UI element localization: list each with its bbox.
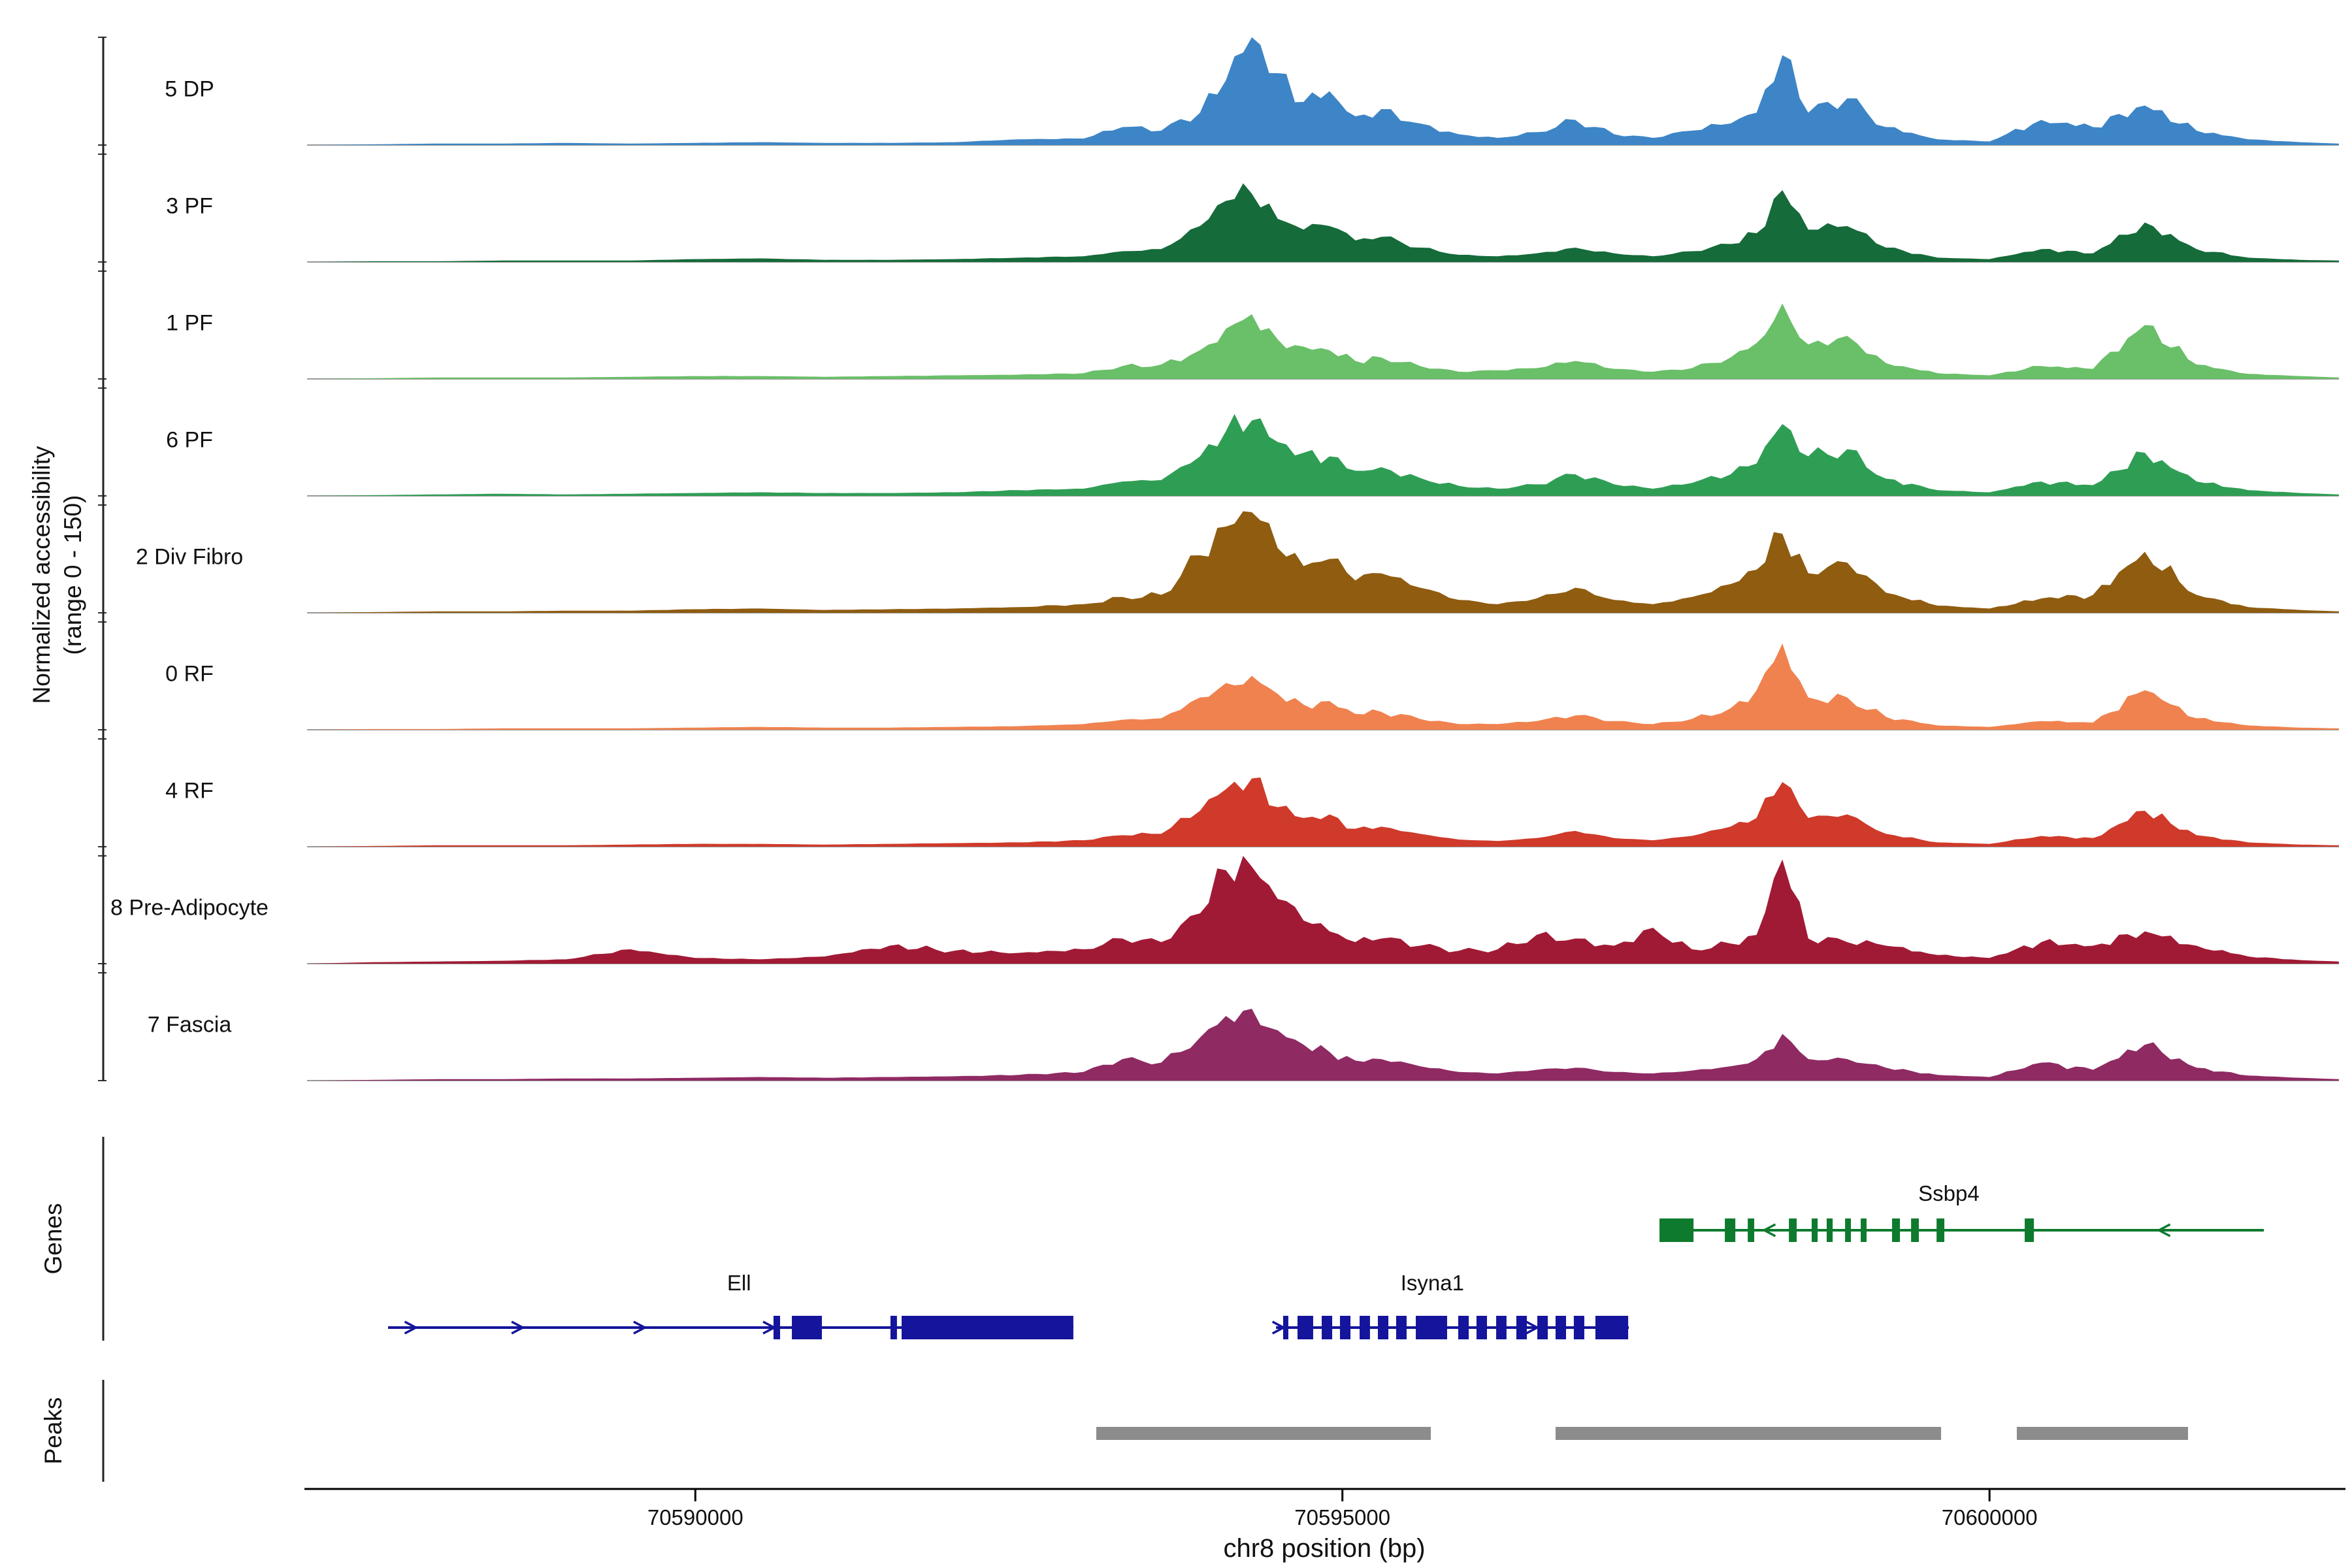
gene-strand-arrow [404, 1320, 419, 1335]
signal-area-5 [307, 644, 2339, 730]
x-tick-label: 70600000 [1941, 1505, 2038, 1529]
gene-exon [1377, 1316, 1389, 1339]
peaks-section-label: Peaks [40, 1397, 67, 1465]
signal-area-0 [307, 37, 2339, 145]
gene-exon [1891, 1218, 1901, 1242]
gene-strand-arrow [511, 1320, 525, 1335]
gene-exon [1595, 1316, 1629, 1339]
gene-exon [1936, 1218, 1945, 1242]
peak-bar [1096, 1427, 1431, 1440]
track-label: 0 RF [165, 661, 214, 687]
gene-exon [1496, 1316, 1507, 1339]
gene-exon [773, 1316, 781, 1339]
track-label: 7 Fascia [147, 1012, 232, 1037]
signal-area-6 [307, 777, 2339, 847]
gene-exon [1360, 1316, 1370, 1339]
y-axis-label-line2: (range 0 - 150) [59, 495, 86, 655]
track-label: 2 Div Fibro [135, 544, 244, 570]
peak-bar [2016, 1427, 2189, 1440]
gene-exon [1458, 1316, 1469, 1339]
gene-exon [1476, 1316, 1487, 1339]
gene-exon [1516, 1316, 1527, 1339]
gene-exon [1339, 1316, 1350, 1339]
gene-exon [1416, 1316, 1447, 1339]
signal-area-1 [307, 183, 2339, 262]
gene-exon [2025, 1218, 2034, 1242]
gene-strand-arrow [762, 1320, 777, 1335]
gene-exon [1861, 1218, 1867, 1242]
gene-exon [1659, 1218, 1694, 1242]
gene-strand-arrow [1761, 1223, 1776, 1237]
gene-exon [1911, 1218, 1919, 1242]
gene-exon [1748, 1218, 1755, 1242]
genes-section-label: Genes [40, 1203, 67, 1275]
x-axis-title: chr8 position (bp) [1223, 1534, 1426, 1563]
gene-label-Isyna1: Isyna1 [1400, 1271, 1464, 1295]
gene-strand-arrow [2156, 1223, 2171, 1237]
gene-exon [1725, 1218, 1736, 1242]
track-label: 5 DP [165, 76, 214, 102]
gene-exon [1845, 1218, 1852, 1242]
gene-exon [1396, 1316, 1407, 1339]
gene-exon [890, 1316, 897, 1339]
gene-exon [1789, 1218, 1797, 1242]
gene-exon [1322, 1316, 1333, 1339]
gene-label-Ell: Ell [727, 1271, 751, 1295]
signal-area-7 [307, 856, 2339, 964]
y-axis-label: Normalized accessibility (range 0 - 150) [26, 446, 89, 704]
track-label: 3 PF [166, 193, 213, 219]
signal-area-4 [307, 511, 2339, 613]
x-tick-label: 70595000 [1294, 1505, 1391, 1529]
signal-area-2 [307, 303, 2339, 379]
peak-bar [1555, 1427, 1942, 1440]
track-label: 4 RF [165, 778, 214, 804]
gene-exon [1555, 1316, 1567, 1339]
gene-exon [902, 1316, 1073, 1339]
gene-exon [1573, 1316, 1584, 1339]
track-label: 1 PF [166, 310, 213, 336]
signal-area-8 [307, 1009, 2339, 1081]
track-label: 8 Pre-Adipocyte [110, 895, 269, 921]
x-tick-label: 70590000 [647, 1505, 743, 1529]
track-label: 6 PF [166, 427, 213, 453]
signal-area-3 [307, 414, 2339, 496]
gene-strand-arrow [1271, 1320, 1286, 1335]
gene-exon [1811, 1218, 1818, 1242]
gene-exon [1297, 1316, 1313, 1339]
gene-strand-arrow [1526, 1320, 1540, 1335]
gene-strand-arrow [633, 1320, 647, 1335]
gene-exon [792, 1316, 822, 1339]
gene-exon [1537, 1316, 1548, 1339]
gene-label-Ssbp4: Ssbp4 [1918, 1181, 1980, 1205]
y-axis-label-line1: Normalized accessibility [28, 446, 55, 704]
gene-exon [1826, 1218, 1833, 1242]
